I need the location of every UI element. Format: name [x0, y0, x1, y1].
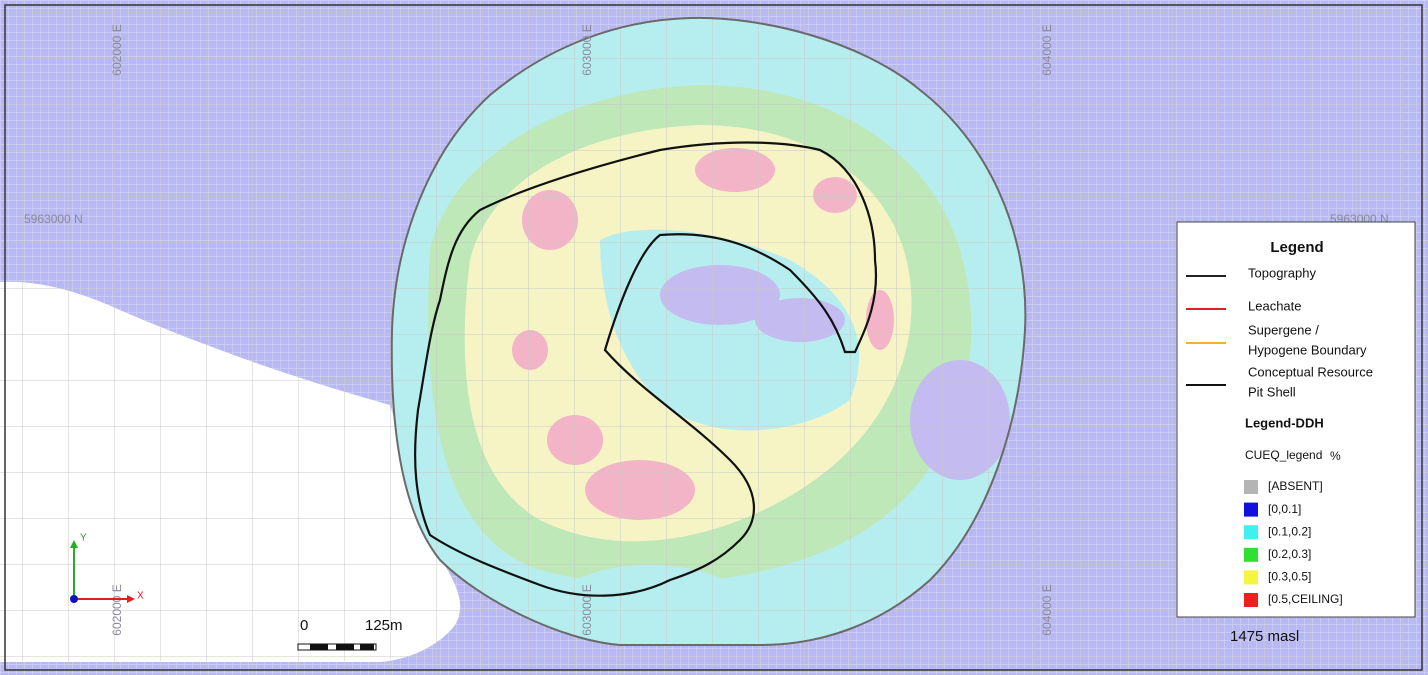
scale-start: 0 — [300, 617, 308, 634]
legend-class-label: [0.2,0.3] — [1268, 547, 1311, 561]
pit-shell-outline — [414, 141, 878, 597]
legend-class-label: [0,0.1] — [1268, 502, 1301, 516]
legend-line-label: Leachate — [1248, 298, 1302, 313]
legend-line-label: Hypogene Boundary — [1248, 342, 1367, 357]
legend-class-label: [0.5,CEILING] — [1268, 592, 1343, 606]
scale-end: 125m — [365, 617, 403, 634]
scale-bar — [297, 643, 377, 651]
y-axis-label: Y — [80, 533, 87, 544]
legend-class-label: [ABSENT] — [1268, 479, 1323, 493]
northing-label: 5963000 N — [24, 212, 83, 226]
legend-class-swatch — [1244, 480, 1258, 494]
easting-label: 603000 E — [580, 584, 594, 635]
legend-class-swatch — [1244, 502, 1258, 517]
legend-line-label: Topography — [1248, 265, 1316, 280]
easting-label: 603000 E — [580, 24, 594, 75]
legend-title: Legend — [1270, 239, 1323, 256]
easting-label: 604000 E — [1040, 584, 1054, 635]
legend-line-label: Conceptual Resource — [1248, 364, 1373, 379]
legend-class-label: [0.3,0.5] — [1268, 570, 1311, 584]
map-frame — [4, 4, 1423, 671]
legend-class-swatch — [1244, 525, 1258, 540]
elevation-label: 1475 masl — [1230, 628, 1299, 645]
ddh-title: Legend-DDH — [1245, 415, 1324, 430]
legend-line-label: Supergene / — [1248, 322, 1319, 337]
legend: Legend Legend-DDH CUEQ_legend % Topograp… — [1176, 221, 1416, 618]
easting-label: 602000 E — [110, 584, 124, 635]
cueq-title: CUEQ_legend — [1245, 448, 1322, 462]
cueq-unit: % — [1330, 449, 1341, 463]
legend-class-swatch — [1244, 593, 1258, 607]
legend-box — [1176, 221, 1416, 618]
x-axis-label: X — [137, 591, 144, 602]
topography-outline — [390, 16, 1027, 646]
legend-class-swatch — [1244, 547, 1258, 562]
easting-label: 604000 E — [1040, 24, 1054, 75]
easting-label: 602000 E — [110, 24, 124, 75]
axis-indicator — [70, 540, 135, 603]
legend-class-swatch — [1244, 570, 1258, 585]
legend-line-label: Pit Shell — [1248, 384, 1296, 399]
legend-class-label: [0.1,0.2] — [1268, 524, 1311, 538]
